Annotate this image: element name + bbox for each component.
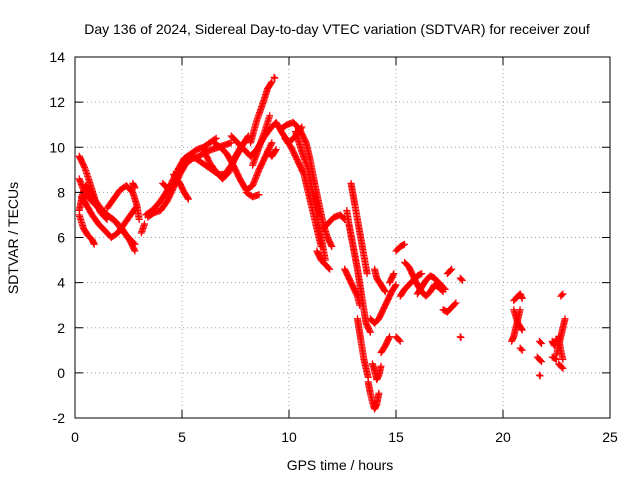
data-point xyxy=(391,282,399,290)
data-point xyxy=(381,287,389,295)
data-point xyxy=(458,276,466,284)
data-point xyxy=(386,333,394,341)
data-point xyxy=(395,336,403,344)
data-point xyxy=(131,184,139,192)
y-tick-label: 14 xyxy=(49,49,65,65)
data-point xyxy=(535,371,543,379)
data-point xyxy=(163,184,171,192)
data-point xyxy=(448,265,456,273)
data-point xyxy=(396,337,404,345)
data-point xyxy=(457,275,465,283)
data-point xyxy=(184,195,192,203)
data-point xyxy=(517,345,525,353)
data-point xyxy=(141,220,149,228)
data-point xyxy=(272,146,280,154)
y-tick-label: 8 xyxy=(57,184,65,200)
data-point xyxy=(441,285,449,293)
data-point xyxy=(518,294,526,302)
data-point xyxy=(242,136,250,144)
data-point xyxy=(212,134,220,142)
x-tick-label: 15 xyxy=(388,429,404,445)
data-point xyxy=(538,340,546,348)
data-point xyxy=(440,284,448,292)
data-point xyxy=(131,240,139,248)
data-point xyxy=(268,78,276,86)
data-point xyxy=(536,356,544,364)
data-point xyxy=(184,194,192,202)
data-point xyxy=(518,346,526,354)
data-point xyxy=(366,328,374,336)
data-point xyxy=(326,265,334,273)
data-point xyxy=(377,362,385,370)
data-point xyxy=(538,358,546,366)
data-point xyxy=(559,364,567,372)
x-tick-label: 5 xyxy=(178,429,186,445)
data-point xyxy=(103,215,111,223)
data-point xyxy=(267,140,275,148)
data-point xyxy=(102,214,110,222)
data-point xyxy=(271,147,279,155)
data-point xyxy=(518,326,526,334)
data-point xyxy=(327,241,335,249)
data-point xyxy=(559,290,567,298)
data-point xyxy=(518,325,526,333)
data-point xyxy=(452,299,460,307)
data-point xyxy=(135,215,143,223)
data-point xyxy=(558,363,566,371)
x-tick-label: 0 xyxy=(71,429,79,445)
data-point xyxy=(270,73,278,81)
data-point xyxy=(227,139,235,147)
data-point xyxy=(271,74,279,82)
y-tick-label: -2 xyxy=(53,410,66,426)
data-point xyxy=(381,288,389,296)
data-point xyxy=(328,243,336,251)
data-point xyxy=(561,315,569,323)
y-tick-label: 0 xyxy=(57,365,65,381)
data-point xyxy=(536,372,544,380)
data-point xyxy=(356,301,364,309)
data-point xyxy=(267,79,275,87)
data-points xyxy=(75,73,569,413)
grid xyxy=(75,57,610,418)
y-axis-title: SDTVAR / TECUs xyxy=(5,182,21,294)
axis-ticks: 0 5 10 15 20 25 -2 0 2 4 6 8 10 12 14 xyxy=(49,49,618,445)
data-point xyxy=(130,239,138,247)
data-point xyxy=(447,266,455,274)
x-axis-title: GPS time / hours xyxy=(287,457,394,473)
data-point xyxy=(90,240,98,248)
data-point xyxy=(325,264,333,272)
data-point xyxy=(385,334,393,342)
data-point xyxy=(559,355,567,363)
data-point xyxy=(375,389,383,397)
x-tick-label: 10 xyxy=(281,429,297,445)
y-tick-label: 10 xyxy=(49,139,65,155)
chart-title: Day 136 of 2024, Sidereal Day-to-day VTE… xyxy=(84,21,590,37)
data-point xyxy=(130,246,138,254)
data-point xyxy=(456,333,464,341)
data-point xyxy=(366,327,374,335)
data-point xyxy=(418,270,426,278)
data-point xyxy=(268,139,276,147)
data-point xyxy=(536,338,544,346)
y-tick-label: 2 xyxy=(57,320,65,336)
x-tick-label: 20 xyxy=(495,429,511,445)
data-point xyxy=(162,183,170,191)
y-tick-label: 6 xyxy=(57,230,65,246)
data-point xyxy=(401,240,409,248)
data-point xyxy=(516,306,524,314)
data-point xyxy=(457,334,465,342)
data-point xyxy=(451,300,459,308)
x-tick-label: 25 xyxy=(602,429,618,445)
data-point xyxy=(131,247,139,255)
data-point xyxy=(363,270,371,278)
data-point xyxy=(389,271,397,279)
data-point xyxy=(558,291,566,299)
data-point xyxy=(390,270,398,278)
y-tick-label: 12 xyxy=(49,94,65,110)
data-point xyxy=(255,191,263,199)
data-point xyxy=(392,281,400,289)
y-tick-label: 4 xyxy=(57,275,65,291)
data-point xyxy=(266,112,274,120)
